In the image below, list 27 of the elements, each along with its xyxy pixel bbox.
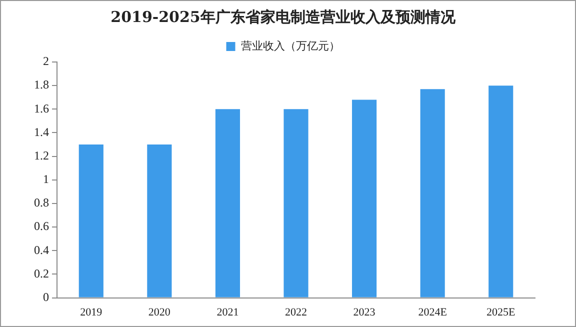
bar	[215, 109, 240, 298]
bar	[147, 144, 172, 298]
y-tick-label: 0.4	[34, 242, 49, 257]
y-tick-label: 1.4	[34, 124, 49, 139]
x-tick-label: 2025E	[486, 306, 516, 318]
x-tick-label: 2019	[80, 306, 103, 318]
x-tick-label: 2021	[216, 306, 239, 318]
bar	[352, 100, 377, 298]
y-tick-label: 0.2	[34, 266, 49, 280]
chart-title: 2019-2025年广东省家电制造营业收入及预测情况	[110, 8, 456, 26]
y-tick-label: 1.2	[34, 148, 49, 162]
x-tick-label: 2022	[285, 306, 307, 318]
y-tick-label: 1	[43, 172, 49, 186]
bar	[488, 86, 514, 298]
bar	[78, 144, 104, 298]
y-tick-label: 1.6	[34, 101, 49, 116]
y-tick-label: 0.8	[34, 196, 49, 210]
y-tick-label: 0.6	[34, 219, 49, 234]
x-tick-label: 2024E	[418, 306, 448, 318]
y-tick-label: 2	[43, 54, 49, 68]
bar	[420, 89, 445, 298]
x-tick-label: 2023	[353, 306, 376, 318]
x-tick-label: 2020	[148, 306, 171, 318]
bar	[284, 109, 308, 298]
y-tick-label: 0	[43, 290, 49, 304]
legend-label: 营业收入（万亿元）	[240, 39, 340, 52]
y-tick-label: 1.8	[34, 78, 49, 92]
